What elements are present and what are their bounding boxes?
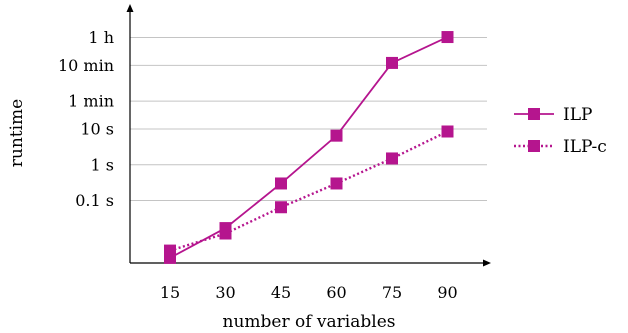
x-axis-label: number of variables [223,312,396,332]
data-point [441,31,454,44]
legend-entry: ILP-c [514,137,607,157]
grid-lines [130,36,487,202]
data-point [219,227,232,240]
y-tick-label: 1 min [68,92,114,111]
series-group [164,31,454,264]
x-tick-label: 45 [271,283,291,302]
x-tick-label: 90 [437,283,457,302]
x-tick-label: 60 [326,283,346,302]
legend-swatch-marker [528,140,540,152]
x-tick-label: 75 [382,283,402,302]
y-tick-labels: 0.1 s 1 s 10 s 1 min 10 min 1 h [58,28,114,210]
x-tick-label: 15 [160,283,180,302]
x-axis-arrow [483,259,491,267]
data-point [275,201,287,214]
data-point [275,177,287,190]
x-tick-label: 30 [215,283,235,302]
series-ilp [164,31,454,264]
data-point [386,152,398,165]
data-point [330,129,343,142]
data-point [330,177,343,190]
series-line [169,36,448,259]
data-point [386,56,398,69]
x-tick-labels: 15 30 45 60 75 90 [160,283,458,302]
legend-label: ILP [563,105,592,125]
legend-label: ILP-c [563,137,607,157]
legend-swatch-marker [528,108,540,120]
data-point [164,244,176,257]
series-line [169,130,449,252]
y-tick-label: 0.1 s [75,191,114,210]
series-ilp-c [164,125,454,257]
y-tick-label: 10 s [80,119,114,138]
legend: ILP ILP-c [514,105,607,157]
y-tick-label: 1 s [91,155,114,174]
legend-entry: ILP [514,105,592,125]
data-point [441,125,454,138]
y-axis-arrow [126,4,134,12]
axes [126,4,491,267]
y-tick-label: 1 h [88,28,114,47]
y-axis-label: runtime [7,99,27,167]
y-tick-label: 10 min [58,56,114,75]
